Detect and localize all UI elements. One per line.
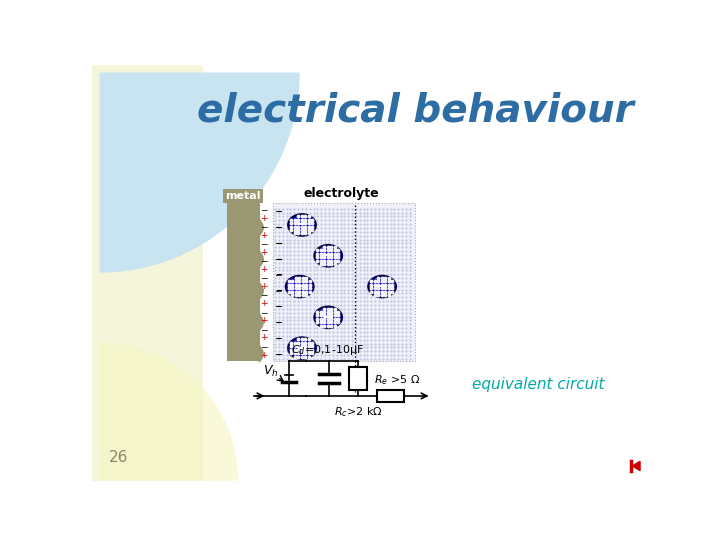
Text: +: +: [261, 316, 268, 325]
Text: −: −: [261, 291, 268, 300]
Text: +: +: [261, 214, 268, 222]
Text: −: −: [376, 279, 389, 294]
Ellipse shape: [288, 338, 316, 359]
Ellipse shape: [315, 245, 342, 267]
Bar: [273, 204, 415, 361]
Ellipse shape: [288, 214, 316, 236]
Text: −: −: [261, 205, 268, 214]
Text: metal: metal: [225, 191, 261, 201]
Text: −: −: [261, 256, 268, 266]
Text: −: −: [261, 308, 268, 317]
Text: −: −: [274, 286, 281, 295]
Text: +: +: [261, 299, 268, 308]
Text: −: −: [274, 318, 281, 326]
Ellipse shape: [315, 307, 342, 328]
Text: +: +: [261, 231, 268, 240]
Text: 26: 26: [109, 450, 128, 465]
Polygon shape: [632, 461, 640, 470]
Wedge shape: [99, 342, 238, 481]
Text: $R_c$>2 kΩ: $R_c$>2 kΩ: [334, 405, 382, 419]
Ellipse shape: [286, 276, 314, 298]
Ellipse shape: [368, 276, 396, 298]
Bar: [377, 390, 405, 402]
Bar: [349, 367, 367, 390]
Text: $V_h$: $V_h$: [263, 363, 278, 379]
Text: electrolyte: electrolyte: [303, 187, 379, 200]
Text: +: +: [261, 248, 268, 257]
Text: −: −: [274, 254, 281, 263]
Text: electrical behaviour: electrical behaviour: [197, 92, 634, 130]
Text: −: −: [274, 333, 281, 342]
Text: −: −: [274, 207, 281, 215]
Text: −: −: [261, 222, 268, 231]
Text: +: +: [261, 282, 268, 291]
Text: −: −: [274, 238, 281, 247]
Text: −: −: [274, 301, 281, 310]
Text: −: −: [296, 341, 308, 356]
Bar: [227, 204, 259, 361]
Text: −: −: [293, 279, 306, 294]
Text: −: −: [274, 270, 281, 279]
Text: −: −: [261, 342, 268, 351]
Text: $R_e$ >5 Ω: $R_e$ >5 Ω: [374, 373, 420, 387]
Text: −: −: [274, 349, 281, 358]
Bar: [204, 65, 647, 481]
Text: −: −: [274, 222, 281, 232]
Text: −: −: [296, 218, 308, 232]
Text: −: −: [322, 310, 335, 325]
Text: +: +: [261, 350, 268, 360]
Text: −: −: [261, 274, 268, 282]
Wedge shape: [99, 72, 300, 273]
Text: equivalent circuit: equivalent circuit: [472, 377, 605, 392]
Text: $C_d$=0,1-10µF: $C_d$=0,1-10µF: [292, 342, 364, 356]
Text: −: −: [322, 248, 335, 264]
Text: +: +: [261, 265, 268, 274]
Text: +: +: [261, 334, 268, 342]
Text: −: −: [261, 239, 268, 248]
Text: −: −: [261, 325, 268, 334]
